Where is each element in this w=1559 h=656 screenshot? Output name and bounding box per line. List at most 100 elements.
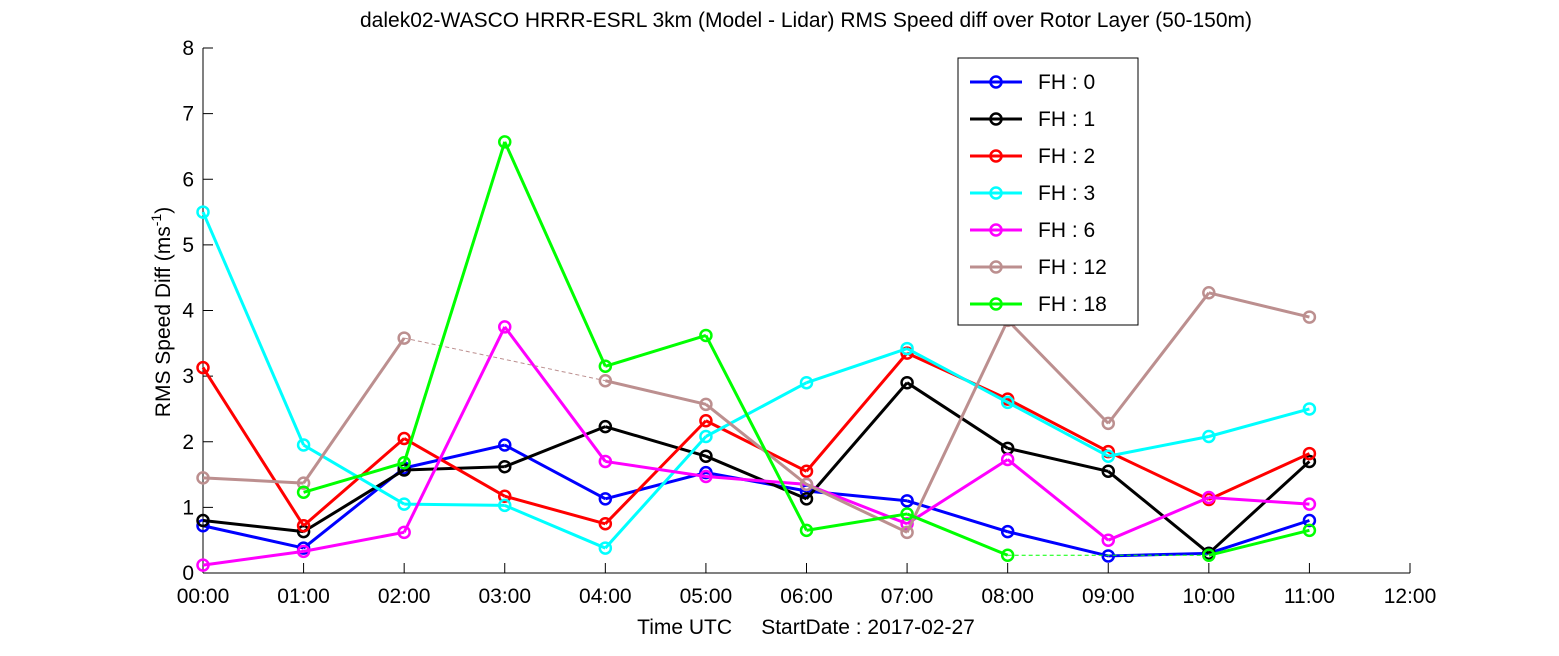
legend-label: FH : 2 <box>1038 145 1095 168</box>
data-point <box>1302 446 1317 461</box>
series-line-segment <box>202 549 304 567</box>
series-line-segment <box>604 334 707 368</box>
data-point <box>196 513 210 528</box>
data-point <box>1302 310 1317 324</box>
series-line-segment <box>302 337 406 484</box>
data-point <box>296 524 311 539</box>
data-point <box>196 519 210 533</box>
series-line-segment <box>1006 458 1110 542</box>
legend-item: FH : 12 <box>970 256 1107 279</box>
series-line-segment <box>604 425 707 458</box>
series-line-segment <box>604 419 707 525</box>
y-tick-label: 4 <box>182 300 194 323</box>
series-line-segment <box>805 483 908 534</box>
x-tick-label: 01:00 <box>277 585 330 608</box>
legend-item: FH : 1 <box>970 108 1095 131</box>
y-tick-label: 2 <box>182 431 194 454</box>
series-line-segment <box>404 502 505 507</box>
data-point <box>799 523 814 538</box>
series-line-segment <box>906 499 1009 534</box>
y-axis-label-text: RMS Speed Diff (ms <box>152 226 175 417</box>
series-line-segment <box>1007 446 1109 473</box>
legend-label: FH : 6 <box>1038 219 1095 242</box>
series-line-segment <box>402 326 507 533</box>
y-tick-label: 3 <box>182 365 194 388</box>
data-point <box>498 498 512 513</box>
legend-item: FH : 6 <box>970 219 1095 242</box>
data-point <box>296 476 311 490</box>
data-point <box>1302 402 1317 416</box>
data-point <box>598 517 613 531</box>
data-point <box>1202 286 1216 300</box>
data-point <box>1000 524 1015 539</box>
series-fh-0 <box>196 438 1317 563</box>
data-point <box>799 375 814 390</box>
data-point <box>296 485 311 500</box>
legend-label: FH : 1 <box>1038 108 1095 131</box>
data-point <box>1101 464 1115 479</box>
data-point <box>1101 533 1115 547</box>
series-line-segment <box>1108 551 1209 558</box>
x-tick-label: 05:00 <box>680 585 733 608</box>
x-tick-label: 11:00 <box>1284 585 1335 608</box>
data-point <box>498 459 512 474</box>
series-line-segment <box>805 352 909 473</box>
series-fh-12 <box>196 286 1317 540</box>
x-tick-label: 03:00 <box>478 585 531 608</box>
data-point <box>598 373 613 388</box>
series-line-segment <box>1107 291 1211 425</box>
series-line-segment <box>1208 291 1310 319</box>
legend-swatch-marker <box>989 223 1003 237</box>
x-tick-label: 09:00 <box>1082 585 1135 608</box>
series-line-segment <box>504 504 606 550</box>
y-tick-label: 1 <box>182 496 194 519</box>
series-line-segment <box>1107 450 1210 501</box>
legend: FH : 0 FH : 1 FH : 2 FH : 3 FH : 6 FH : 12 FH … <box>957 57 1139 326</box>
data-point <box>799 492 814 506</box>
data-point <box>498 489 512 503</box>
y-axis-label-close: ) <box>152 207 175 214</box>
y-axis-label: RMS Speed Diff (ms-1) <box>148 207 175 417</box>
series-line-segment <box>1107 496 1210 542</box>
series-line-segment <box>704 334 808 532</box>
data-point <box>196 205 210 219</box>
data-point <box>900 525 914 540</box>
y-tick-label: 7 <box>182 103 194 126</box>
legend-swatch-marker <box>989 75 1003 89</box>
y-tick-label: 6 <box>182 168 194 191</box>
data-point <box>1101 549 1115 563</box>
legend-swatch-marker <box>989 260 1003 274</box>
data-point <box>598 492 613 506</box>
series-line-segment <box>806 347 908 385</box>
x-tick-label: 00:00 <box>177 585 230 608</box>
x-tick-label: 12:00 <box>1384 585 1437 608</box>
data-point <box>699 449 713 463</box>
x-axis-label: Time UTC StartDate : 2017-02-27 <box>637 616 975 639</box>
x-tick-label: 02:00 <box>378 585 431 608</box>
data-point <box>1101 416 1115 431</box>
data-point <box>1302 523 1317 538</box>
data-point <box>196 471 210 485</box>
data-point <box>1000 395 1015 410</box>
series-gap-segment <box>404 337 606 382</box>
series-line-segment <box>906 458 1009 526</box>
legend-label: FH : 12 <box>1038 256 1107 279</box>
legend-label: FH : 18 <box>1038 293 1107 316</box>
series-line-segment <box>1007 530 1109 558</box>
series-line-segment <box>1006 401 1109 458</box>
series-fh-18 <box>296 135 1317 563</box>
y-axis-label-sup: -1 <box>148 214 164 227</box>
data-point <box>699 414 713 428</box>
series-line-segment <box>302 437 406 527</box>
data-point <box>699 465 713 480</box>
series-line-segment <box>1006 319 1110 425</box>
legend-swatch-marker <box>989 297 1003 311</box>
legend-swatch-marker <box>989 186 1003 200</box>
series-fh-1 <box>196 375 1317 561</box>
series-line-segment <box>1208 496 1310 506</box>
data-point <box>598 419 613 434</box>
x-tick-label: 06:00 <box>780 585 833 608</box>
x-tick-label: 04:00 <box>579 585 632 608</box>
legend-swatch-marker <box>989 149 1003 163</box>
